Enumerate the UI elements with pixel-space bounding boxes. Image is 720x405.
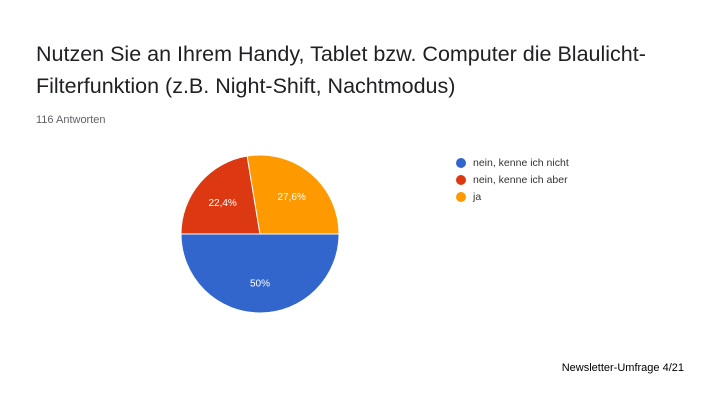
pie-slice-label-2: 27,6% [278,192,306,203]
chart-title: Nutzen Sie an Ihrem Handy, Tablet bzw. C… [36,42,646,98]
pie-slice-label-1: 22,4% [208,198,236,209]
legend-dot-icon [456,174,466,185]
legend-dot-icon [456,157,466,168]
legend: nein, kenne ich nicht nein, kenne ich abe… [456,154,569,205]
legend-label: nein, kenne ich aber [473,173,568,186]
pie-slice-1 [180,155,261,235]
legend-item-0: nein, kenne ich nicht [456,154,569,171]
legend-label: ja [473,190,482,203]
legend-item-2: ja [456,188,569,205]
pie-slice-0 [180,233,340,314]
footer-label: Newsletter-Umfrage 4/21 [561,362,684,374]
pie-slice-label-0: 50% [250,278,270,289]
legend-item-1: nein, kenne ich aber [456,171,569,188]
pie-slice-2 [246,154,340,235]
response-count: 116 Antworten [36,114,106,126]
legend-label: nein, kenne ich nicht [473,156,569,169]
legend-dot-icon [456,191,466,202]
